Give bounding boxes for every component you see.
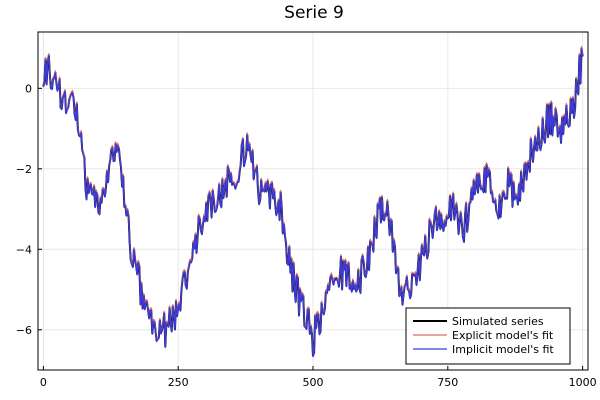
legend-entry: Simulated series [452, 315, 544, 328]
y-tick-label: −4 [16, 243, 32, 256]
y-tick-label: −2 [16, 163, 32, 176]
x-tick-label: 750 [437, 376, 458, 389]
x-axis: 0 250 500 750 1000 [40, 366, 597, 389]
x-tick-label: 500 [303, 376, 324, 389]
y-axis: 0 −2 −4 −6 [16, 82, 42, 337]
x-tick-label: 250 [168, 376, 189, 389]
legend-box [405, 307, 571, 365]
y-tick-label: −6 [16, 324, 32, 337]
x-tick-label: 1000 [569, 376, 597, 389]
series-lines [42, 46, 584, 358]
legend-entry: Explicit model's fit [452, 329, 554, 342]
y-tick-label: 0 [25, 82, 32, 95]
x-tick-label: 0 [40, 376, 47, 389]
chart-title: Serie 9 [284, 3, 344, 23]
series-line-2 [42, 48, 584, 358]
legend-entry: Implicit model's fit [452, 343, 554, 356]
